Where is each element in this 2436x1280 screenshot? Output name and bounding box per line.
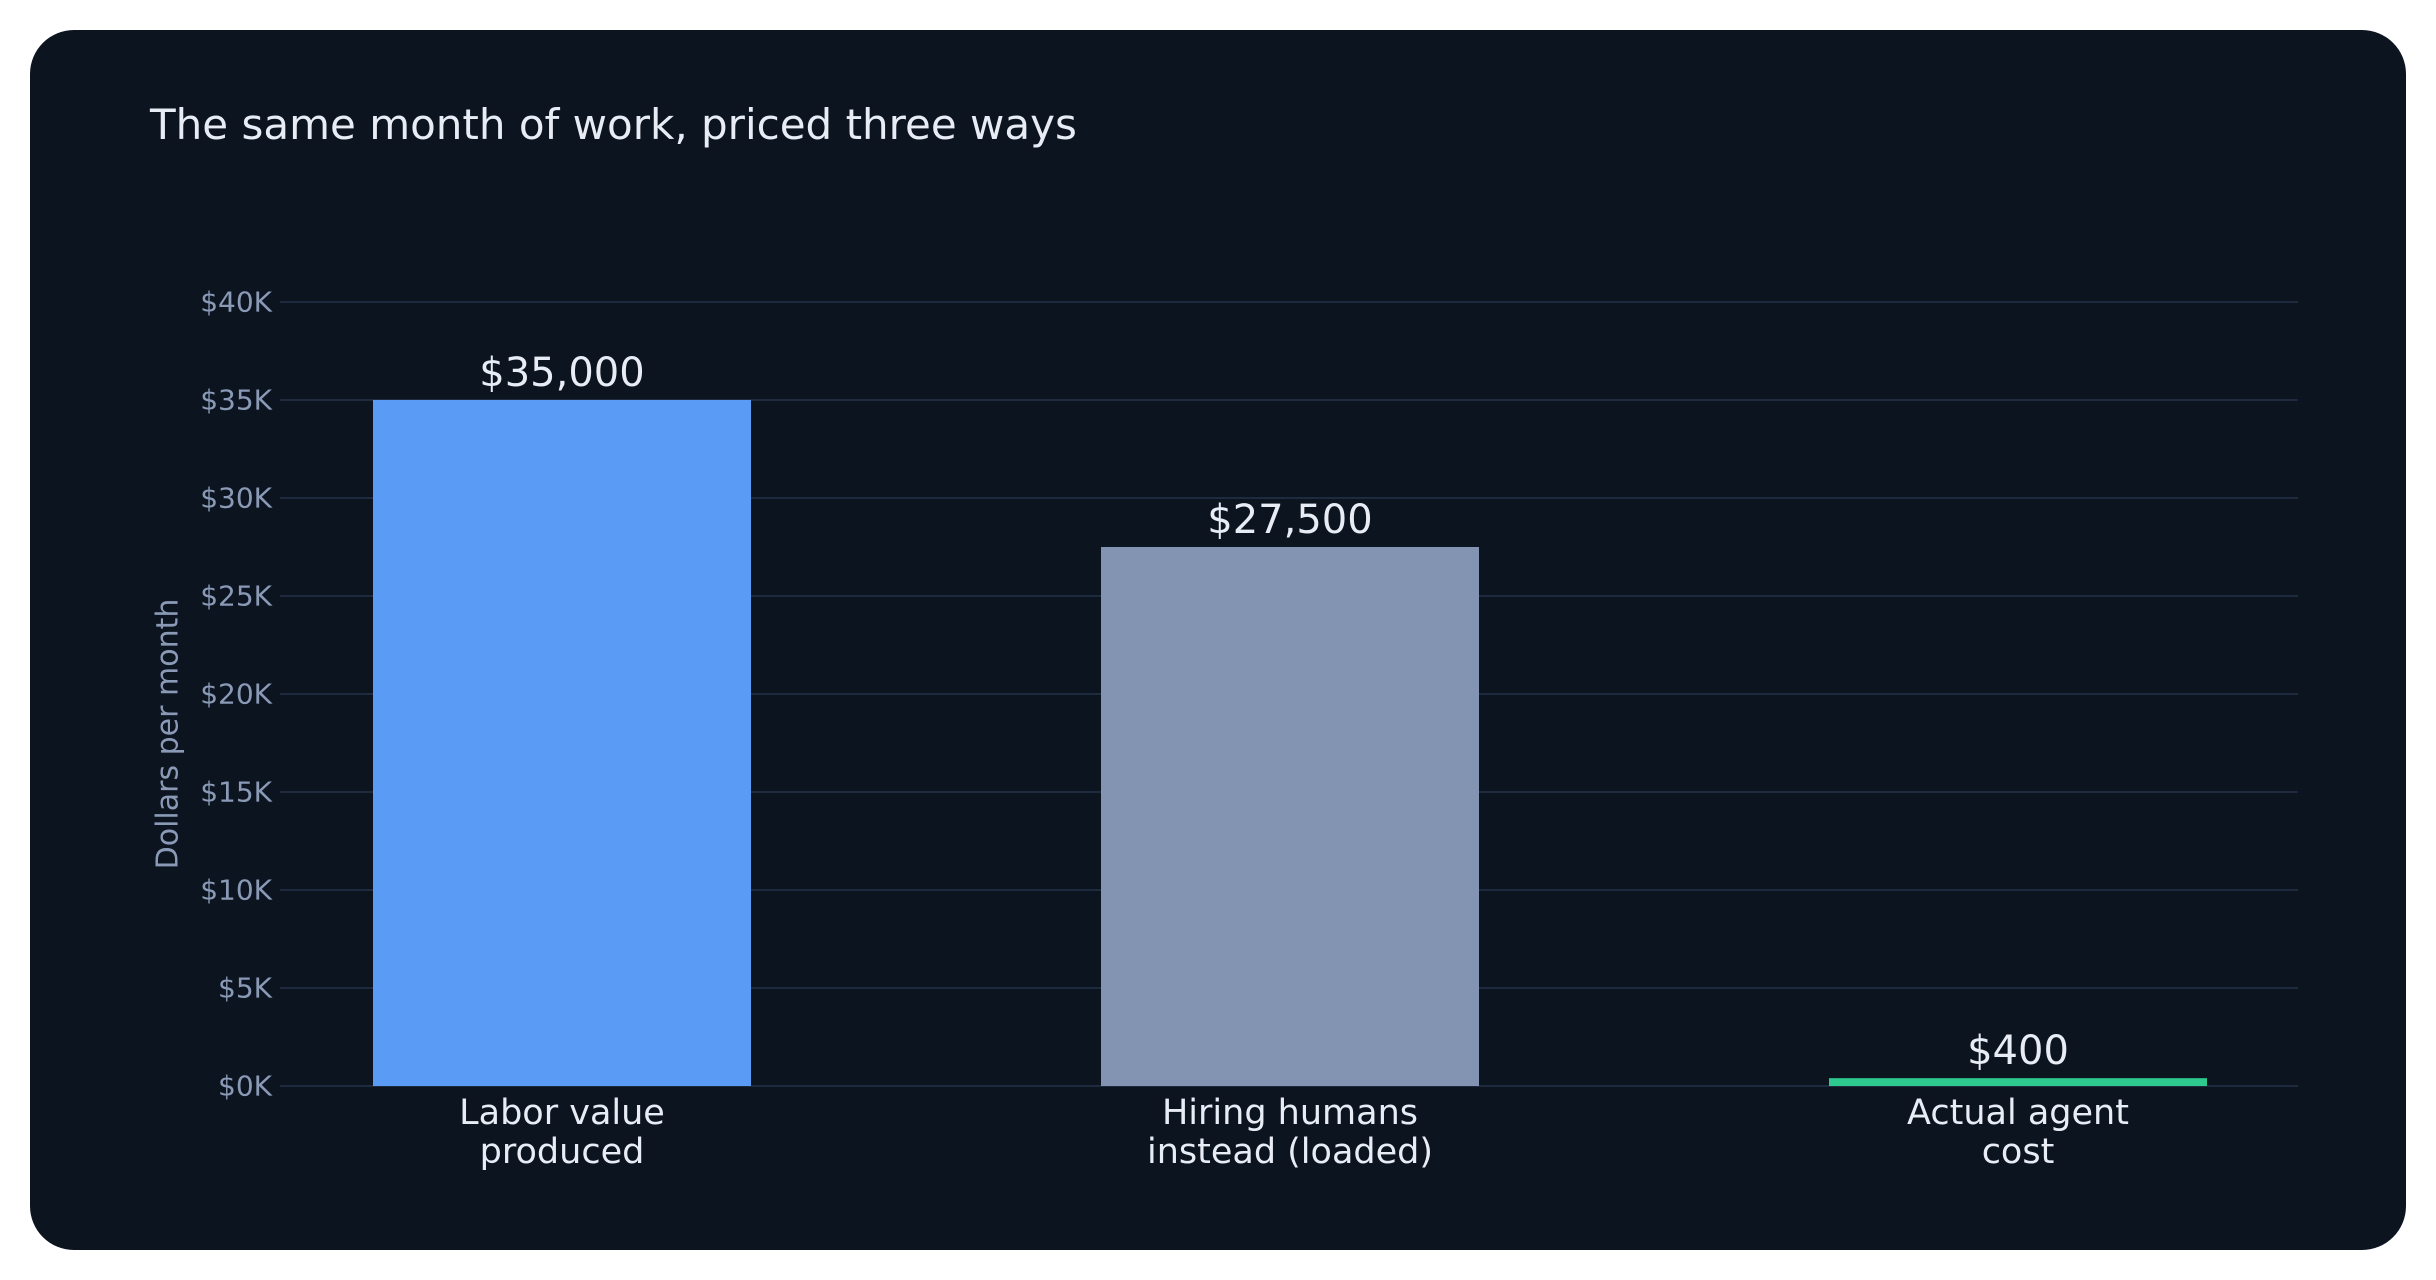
y-tick-label: $35K xyxy=(200,384,272,417)
y-tick-label: $10K xyxy=(200,874,272,907)
bar xyxy=(1829,1078,2207,1086)
y-tick-label: $20K xyxy=(200,678,272,711)
y-tick-label: $0K xyxy=(218,1070,273,1103)
bar xyxy=(373,400,751,1086)
y-tick-label: $25K xyxy=(200,580,272,613)
x-tick-label-line: cost xyxy=(1982,1132,2055,1172)
value-label: $400 xyxy=(1967,1028,2069,1074)
bar-chart: $0K $5K $10K $15K $20K $25K $30K $35K $40K Dolla… xyxy=(151,286,2298,1172)
bars xyxy=(373,400,2207,1086)
value-label: $35,000 xyxy=(479,350,644,396)
x-axis-ticks: Labor value produced Hiring humans instead … xyxy=(459,1093,2129,1172)
chart-card: The same month of work, priced three way… xyxy=(30,30,2406,1250)
y-tick-label: $15K xyxy=(200,776,272,809)
x-tick-label-line: Hiring humans xyxy=(1162,1093,1418,1133)
x-tick-label-line: Actual agent xyxy=(1907,1093,2129,1133)
x-tick-label: Actual agent cost xyxy=(1907,1093,2129,1172)
bar xyxy=(1101,547,1479,1086)
y-axis-ticks: $0K $5K $10K $15K $20K $25K $30K $35K $40K xyxy=(200,286,272,1103)
value-label: $27,500 xyxy=(1207,497,1372,543)
y-tick-label: $5K xyxy=(218,972,273,1005)
y-axis-label: Dollars per month xyxy=(151,599,186,870)
x-tick-label-line: Labor value xyxy=(459,1093,665,1133)
chart-title: The same month of work, priced three way… xyxy=(150,100,1077,149)
y-tick-label: $40K xyxy=(200,286,272,319)
value-labels: $35,000 $27,500 $400 xyxy=(479,350,2069,1074)
x-tick-label-line: instead (loaded) xyxy=(1147,1132,1433,1172)
x-tick-label: Hiring humans instead (loaded) xyxy=(1147,1093,1433,1172)
x-tick-label-line: produced xyxy=(480,1132,645,1172)
x-tick-label: Labor value produced xyxy=(459,1093,665,1172)
y-tick-label: $30K xyxy=(200,482,272,515)
